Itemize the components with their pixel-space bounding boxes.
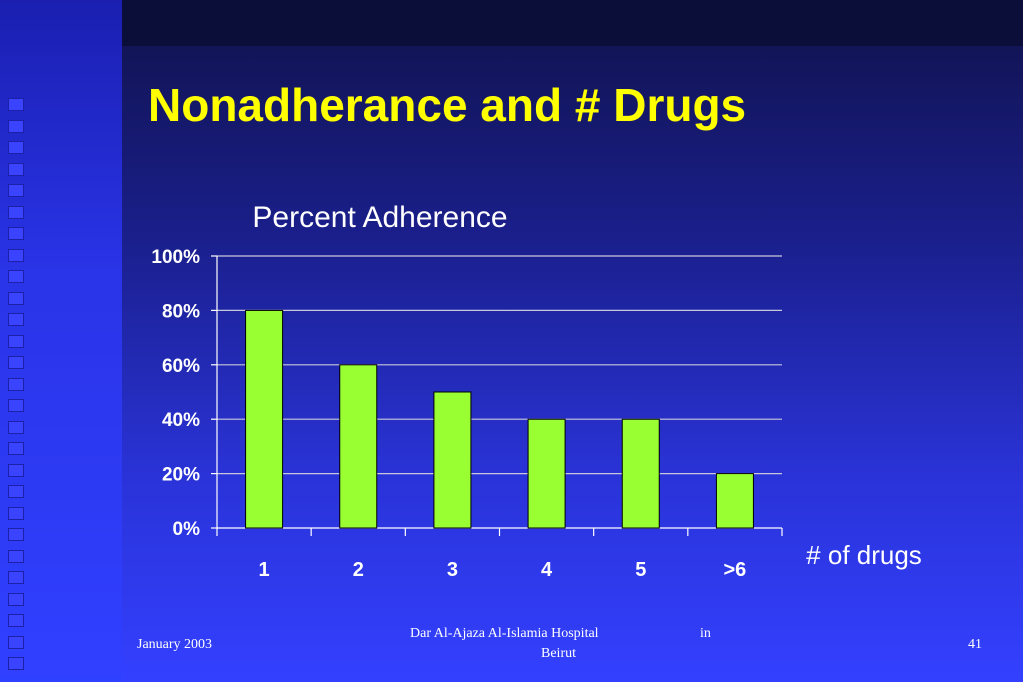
decorative-square — [8, 399, 24, 412]
y-tick-label: 100% — [151, 247, 200, 268]
chart-title: Percent Adherence — [252, 201, 507, 234]
decorative-square — [8, 463, 24, 477]
footer-date: January 2003 — [137, 637, 213, 652]
top-bar — [122, 0, 1023, 46]
y-tick-label: 40% — [162, 410, 200, 431]
x-tick-label: 5 — [635, 559, 646, 581]
decorative-square — [8, 141, 24, 154]
footer-org-in: in — [700, 626, 711, 641]
bar — [527, 418, 566, 529]
decorative-square — [8, 248, 24, 262]
slide-title: Nonadherance and # Drugs — [148, 79, 747, 131]
left-decorative-band — [0, 0, 122, 682]
y-tick-label: 0% — [173, 519, 201, 540]
decorative-square — [8, 356, 24, 369]
decorative-square — [8, 98, 24, 111]
decorative-square — [8, 528, 24, 541]
bar — [433, 391, 472, 529]
decorative-square — [8, 119, 24, 133]
footer-org-city: Beirut — [541, 646, 576, 661]
decorative-square — [8, 313, 24, 326]
decorative-square — [8, 420, 24, 434]
x-tick-label: >6 — [724, 559, 747, 581]
decorative-square — [8, 205, 24, 219]
decorative-square — [8, 184, 24, 197]
bar — [715, 473, 754, 529]
decorative-square — [8, 227, 24, 240]
decorative-square — [8, 506, 24, 520]
bar — [621, 418, 660, 529]
decorative-square — [8, 635, 24, 649]
bar — [245, 309, 284, 529]
y-tick-label: 20% — [162, 465, 200, 486]
decorative-square — [8, 334, 24, 348]
y-tick-label: 60% — [162, 356, 200, 377]
y-tick-label: 80% — [162, 301, 200, 322]
decorative-square — [8, 657, 24, 670]
footer-page-number: 41 — [968, 637, 982, 652]
decorative-square — [8, 162, 24, 176]
footer-org-name: Dar Al-Ajaza Al-Islamia Hospital — [410, 626, 599, 641]
x-tick-label: 4 — [541, 559, 553, 581]
bar — [339, 364, 378, 529]
decorative-square — [8, 291, 24, 305]
decorative-square — [8, 549, 24, 563]
decorative-square — [8, 442, 24, 455]
x-tick-label: 2 — [353, 559, 364, 581]
x-axis-label: # of drugs — [806, 540, 922, 570]
decorative-square — [8, 614, 24, 627]
x-tick-label: 1 — [259, 559, 270, 581]
decorative-square — [8, 485, 24, 498]
decorative-square — [8, 377, 24, 391]
decorative-square — [8, 571, 24, 584]
x-tick-label: 3 — [447, 559, 458, 581]
decorative-square — [8, 592, 24, 606]
decorative-square — [8, 270, 24, 283]
